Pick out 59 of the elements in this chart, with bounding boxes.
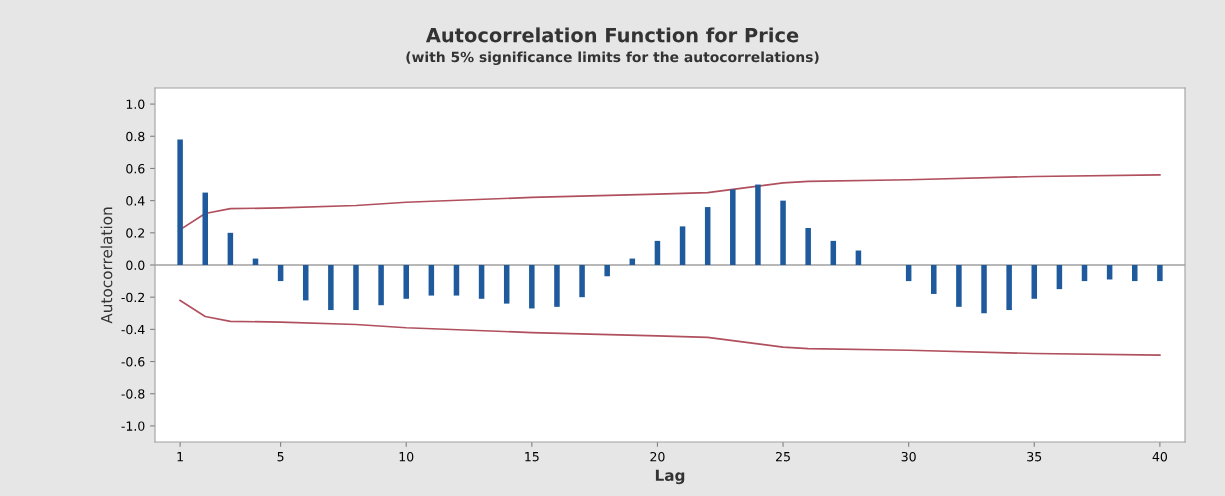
x-axis-title: Lag (655, 469, 685, 485)
bar (679, 226, 686, 265)
y-tick-label: 0.0 (126, 260, 145, 270)
bar (1006, 265, 1012, 311)
bar (1031, 265, 1038, 299)
y-tick-label: 0.4 (126, 196, 145, 206)
y-tick-label: 0.2 (126, 228, 145, 238)
bar (403, 265, 409, 299)
bar (579, 265, 585, 298)
x-tick-label: 30 (901, 451, 916, 462)
bar (353, 265, 359, 311)
bar (378, 265, 384, 306)
bar (1131, 265, 1138, 282)
y-tick-label: -0.2 (121, 292, 145, 303)
bar (202, 192, 209, 265)
bar (755, 184, 761, 265)
bar (780, 200, 786, 265)
line-series (179, 299, 1161, 356)
bar (931, 265, 937, 294)
x-tick-label: 15 (525, 452, 539, 462)
x-tick-label: 25 (776, 451, 790, 462)
y-tick-label: 1.0 (126, 99, 145, 110)
bar (177, 139, 183, 265)
bar (1081, 265, 1088, 282)
x-tick-label: 1 (177, 452, 183, 462)
x-tick-label: 35 (1027, 451, 1042, 462)
bar (227, 232, 234, 265)
bar (654, 240, 661, 265)
bar (981, 265, 987, 314)
y-tick-label: -0.6 (121, 357, 145, 367)
bar (478, 265, 485, 299)
bar (1157, 265, 1163, 282)
x-tick-label: 5 (277, 452, 284, 462)
x-tick-label: 20 (650, 451, 665, 462)
bar (805, 227, 811, 265)
chart-title: Autocorrelation Function for Price (425, 27, 799, 43)
chart-subtitle: (with 5% significance limits for the autocorrelations) (406, 51, 819, 65)
bar (704, 207, 711, 265)
y-axis-title: Autocorrelation (100, 207, 113, 324)
bar (905, 265, 912, 282)
bar (1056, 265, 1063, 290)
bar (428, 265, 435, 296)
y-tick-label: 0.6 (126, 163, 145, 174)
bar (830, 240, 837, 265)
bar (604, 265, 610, 277)
bar (503, 265, 510, 304)
x-tick-label: 10 (399, 451, 414, 462)
y-tick-label: -0.8 (121, 389, 145, 399)
y-tick-label: -0.4 (121, 324, 145, 335)
bar (956, 265, 962, 307)
bar (277, 265, 284, 282)
bar (730, 189, 736, 265)
bar (453, 265, 460, 296)
y-tick-label: -1.0 (121, 421, 145, 431)
bar (529, 265, 535, 309)
x-tick-label: 40 (1152, 451, 1167, 462)
bar (554, 265, 560, 307)
y-tick-label: 0.8 (126, 131, 145, 142)
bar (328, 265, 334, 311)
